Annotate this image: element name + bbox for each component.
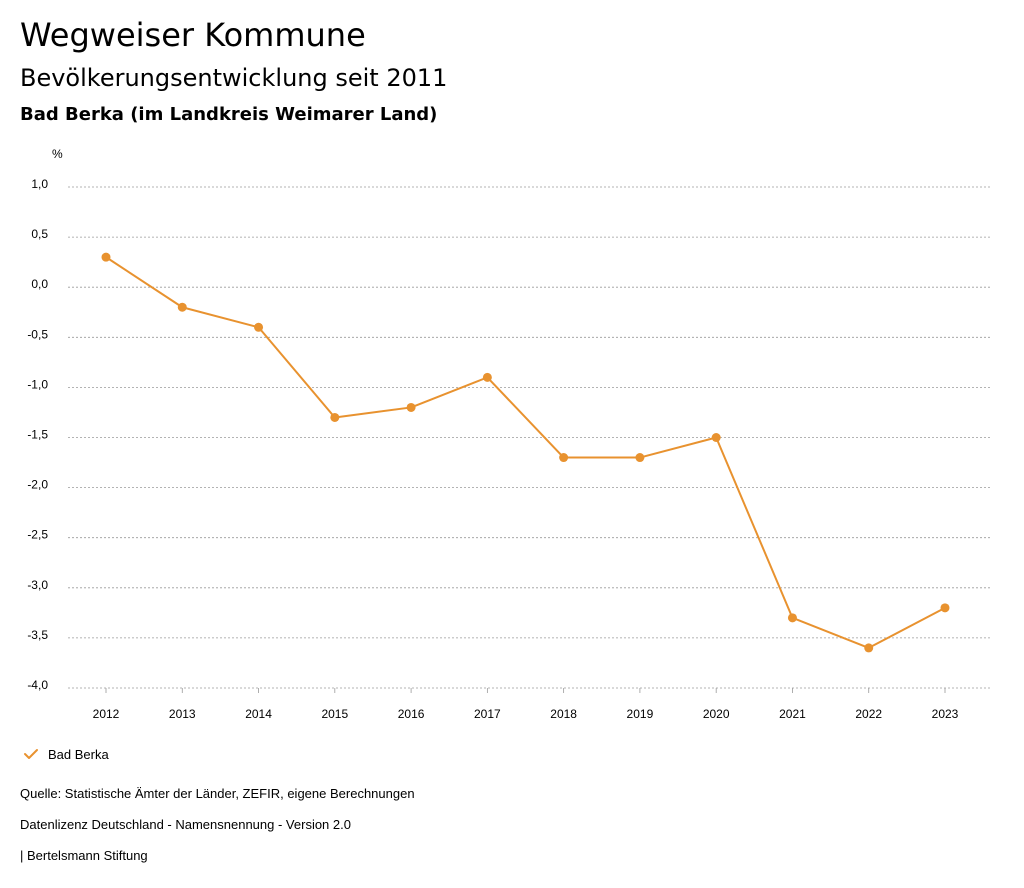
y-tick-label: 1,0 bbox=[31, 177, 48, 191]
x-tick-label: 2016 bbox=[398, 707, 425, 721]
x-tick-label: 2020 bbox=[703, 707, 730, 721]
region-label: Bad Berka (im Landkreis Weimarer Land) bbox=[20, 104, 438, 125]
data-point bbox=[406, 402, 416, 412]
x-tick-label: 2018 bbox=[550, 707, 577, 721]
y-tick-label: 0,0 bbox=[31, 277, 48, 291]
x-tick-label: 2014 bbox=[245, 707, 272, 721]
legend[interactable]: Bad Berka bbox=[22, 744, 109, 764]
x-tick-label: 2019 bbox=[627, 707, 654, 721]
data-point bbox=[482, 372, 492, 382]
data-point bbox=[254, 322, 264, 332]
data-series bbox=[101, 252, 950, 653]
y-axis: % 1,0 0,5 0,0 -0,5 -1,0 -1,5 -2,0 -2,5 -3,0 -3,5 -4… bbox=[27, 147, 63, 692]
y-tick-label: -3,5 bbox=[27, 628, 48, 642]
publisher-note: | Bertelsmann Stiftung bbox=[20, 848, 148, 863]
gridlines bbox=[68, 186, 990, 689]
series-line bbox=[105, 256, 946, 649]
license-note: Datenlizenz Deutschland - Namensnennung … bbox=[20, 817, 351, 832]
page-title: Wegweiser Kommune bbox=[20, 16, 366, 54]
x-tick-label: 2023 bbox=[932, 707, 959, 721]
legend-check-icon bbox=[24, 749, 38, 759]
y-tick-label: -1,0 bbox=[27, 377, 48, 391]
x-tick-label: 2013 bbox=[169, 707, 196, 721]
data-point bbox=[330, 412, 340, 422]
y-tick-label: -2,0 bbox=[27, 478, 48, 492]
x-tick-label: 2015 bbox=[321, 707, 348, 721]
data-point bbox=[787, 613, 797, 623]
data-point bbox=[635, 453, 645, 463]
y-tick-label: -2,5 bbox=[27, 528, 48, 542]
x-tick-label: 2022 bbox=[855, 707, 882, 721]
y-tick-label: -0,5 bbox=[27, 327, 48, 341]
y-tick-label: -3,0 bbox=[27, 578, 48, 592]
x-axis: 2012 2013 2014 2015 2016 2017 2018 2019 2020 2021… bbox=[93, 688, 959, 721]
source-note: Quelle: Statistische Ämter der Länder, Z… bbox=[20, 786, 415, 801]
data-point bbox=[711, 433, 721, 442]
data-point bbox=[940, 603, 950, 613]
x-tick-label: 2017 bbox=[474, 707, 501, 721]
data-point bbox=[177, 302, 187, 312]
y-tick-label: 0,5 bbox=[31, 227, 48, 241]
x-tick-label: 2012 bbox=[93, 707, 120, 721]
y-tick-label: -1,5 bbox=[27, 428, 48, 442]
chart-subtitle: Bevölkerungsentwicklung seit 2011 bbox=[20, 64, 448, 92]
y-tick-label: -4,0 bbox=[27, 678, 48, 692]
y-axis-unit: % bbox=[52, 147, 63, 161]
legend-label: Bad Berka bbox=[48, 746, 109, 762]
data-point bbox=[559, 453, 569, 463]
data-point bbox=[864, 643, 874, 653]
data-point bbox=[101, 252, 111, 262]
x-tick-label: 2021 bbox=[779, 707, 806, 721]
